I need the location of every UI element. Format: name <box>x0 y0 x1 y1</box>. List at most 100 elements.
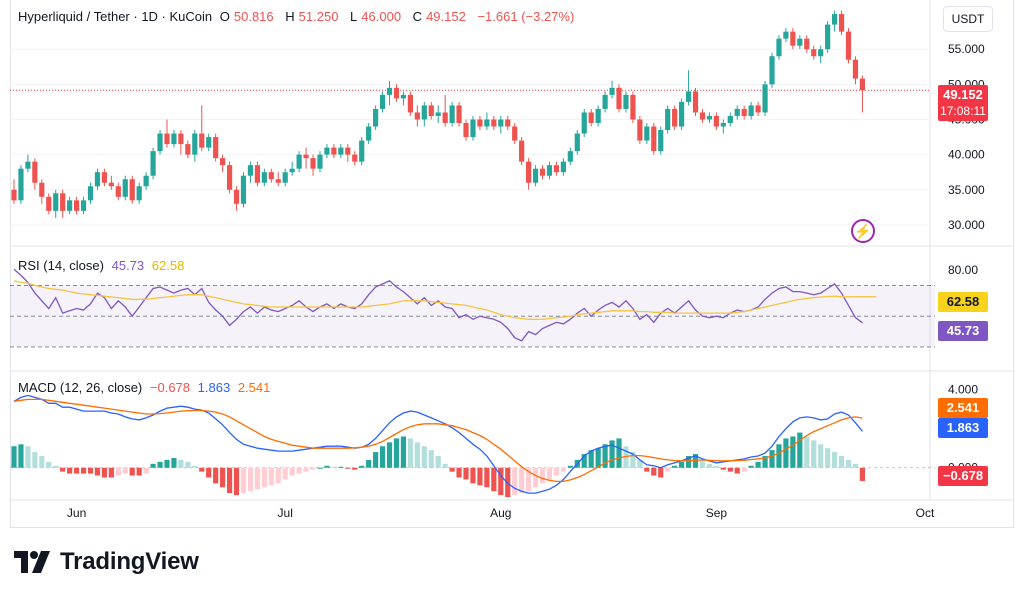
candle-body <box>178 133 184 145</box>
macd-histogram-bar <box>845 459 852 468</box>
macd-histogram-bar <box>519 467 525 494</box>
last-price-tag: 49.152 17:08:11 <box>938 85 988 121</box>
rsi-line <box>13 268 863 342</box>
macd-histogram-bar <box>25 446 31 468</box>
flash-icon[interactable]: ⚡ <box>851 219 875 243</box>
candle-body <box>324 147 330 155</box>
macd-histogram-bar <box>762 456 768 468</box>
macd-histogram-bar <box>755 461 761 468</box>
candle-body <box>665 108 671 131</box>
chart-frame[interactable] <box>10 0 1014 528</box>
candle-body <box>769 56 775 85</box>
bar-countdown: 17:08:11 <box>940 104 986 118</box>
macd-histogram-bar <box>115 467 121 476</box>
candle-body <box>386 87 393 95</box>
brand-name: TradingView <box>60 548 199 575</box>
candle-body <box>136 186 142 201</box>
macd-histogram-bar <box>331 466 337 468</box>
macd-histogram-bar <box>484 467 490 488</box>
candle-body <box>53 193 59 211</box>
candle-body <box>310 158 316 169</box>
candle-body <box>818 49 824 57</box>
candle-body <box>18 168 24 201</box>
macd-histogram-bar <box>18 444 24 468</box>
candle-body <box>379 94 386 109</box>
candle-body <box>247 165 254 176</box>
candle-body <box>296 154 302 169</box>
tradingview-logo-icon <box>14 551 50 573</box>
candle-body <box>393 87 400 99</box>
macd-title[interactable]: MACD (12, 26, close) <box>18 380 143 395</box>
candle-body <box>560 161 566 173</box>
candle-body <box>373 108 379 127</box>
candle-body <box>776 38 782 57</box>
candle-body <box>790 31 796 46</box>
candle-body <box>498 119 504 127</box>
macd-histogram-bar <box>324 465 330 468</box>
candle-body <box>254 165 260 183</box>
macd-histogram-bar <box>706 463 713 468</box>
macd-histogram-bar <box>776 444 782 468</box>
macd-histogram-bar <box>171 457 177 468</box>
macd-histogram-bar <box>60 467 66 472</box>
brand-logo[interactable]: TradingView <box>14 548 199 576</box>
candle-body <box>574 133 580 152</box>
candle-body <box>484 119 490 127</box>
grid-layer <box>10 0 1014 501</box>
candle-body <box>143 175 149 187</box>
candle-body <box>623 94 629 109</box>
ohlc-low: L 46.000 <box>350 9 402 24</box>
candle-body <box>282 172 288 183</box>
candle-body <box>630 94 636 120</box>
macd-histogram-bar <box>345 467 351 469</box>
macd-histogram-bar <box>352 467 358 470</box>
candle-body <box>685 91 692 102</box>
macd-histogram-bar <box>199 467 205 472</box>
macd-histogram-bar <box>546 467 553 480</box>
candle-body <box>532 168 539 183</box>
candle-body <box>539 168 546 176</box>
macd-legend: MACD (12, 26, close) −0.678 1.863 2.541 <box>18 380 274 395</box>
macd-histogram-bar <box>790 436 796 468</box>
macd-histogram-bar <box>373 452 379 468</box>
macd-hist-tag: −0.678 <box>938 466 988 486</box>
macd-histogram-bar <box>699 459 706 468</box>
candle-body <box>602 94 608 109</box>
macd-histogram-bar <box>595 448 601 468</box>
macd-tick-label: 4.000 <box>948 383 978 397</box>
macd-histogram-bar <box>53 465 59 468</box>
macd-histogram-bar <box>407 438 413 468</box>
macd-histogram-bar <box>644 467 650 472</box>
symbol-title[interactable]: Hyperliquid / Tether · 1D · KuCoin <box>18 9 213 24</box>
candle-body <box>60 193 66 211</box>
currency-label[interactable]: USDT <box>943 6 993 32</box>
macd-histogram-bar <box>275 467 281 484</box>
macd-histogram-bar <box>553 467 560 476</box>
macd-histogram-bar <box>811 440 817 468</box>
macd-histogram-bar <box>449 467 455 472</box>
candle-body <box>366 126 372 141</box>
candle-body <box>838 14 845 32</box>
candle-body <box>150 151 156 176</box>
candle-body <box>359 140 365 162</box>
candle-body <box>567 151 573 162</box>
candle-body <box>206 137 212 148</box>
macd-histogram-bar <box>73 467 80 474</box>
candle-body <box>67 200 73 211</box>
macd-histogram-bar <box>532 467 539 488</box>
chart-svg[interactable]: 55.00050.00045.00040.00035.00030.00080.0… <box>0 0 1024 530</box>
macd-histogram-bar <box>192 465 198 468</box>
rsi-title[interactable]: RSI (14, close) <box>18 258 104 273</box>
macd-histogram-bar <box>539 467 546 484</box>
candle-body <box>338 147 344 155</box>
macd-histogram-bar <box>720 467 726 470</box>
last-price-value: 49.152 <box>943 87 983 102</box>
candle-body <box>588 112 594 123</box>
macd-histogram-bar <box>101 467 108 478</box>
candle-body <box>220 158 226 166</box>
candle-body <box>706 115 713 120</box>
macd-histogram-bar <box>67 467 73 474</box>
candle-body <box>303 154 309 159</box>
macd-histogram-bar <box>261 467 267 488</box>
macd-histogram-bar <box>421 446 427 468</box>
